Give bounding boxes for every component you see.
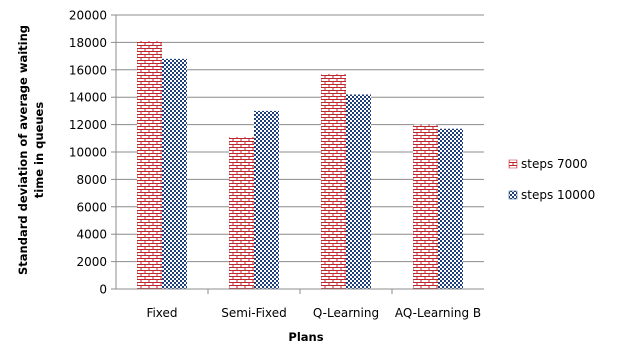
bar-checker-3 [438,128,463,289]
y-tick-label: 10000 [69,146,107,160]
x-tick-label: Semi-Fixed [221,306,286,320]
y-axis-title-line: Standard deviation of average waiting [16,25,30,275]
y-tick-labels: 0 2000 4000 6000 8000 10000 12000 14000 16000 180… [69,9,107,297]
x-tick-labels: Fixed Semi-Fixed Q-Learning AQ-Learning B [146,306,481,320]
x-axis-title: Plans [288,330,323,343]
x-tick-label: Q-Learning [313,306,379,320]
bar-brick-1 [229,136,254,289]
legend-label: steps 10000 [521,188,595,202]
x-tick-label: Fixed [146,306,177,320]
bar-checker-2 [346,94,371,290]
axes [115,15,484,294]
y-tick-label: 20000 [69,9,107,23]
y-tick-label: 12000 [69,118,107,132]
y-tick-label: 14000 [69,91,107,105]
legend: steps 7000 steps 10000 [508,157,595,202]
bar-brick-0 [137,41,162,289]
y-tick-label: 6000 [76,200,107,214]
bar-checker-1 [254,110,279,290]
bar-brick-2 [321,73,346,289]
y-tick-label: 4000 [76,228,107,242]
y-tick-label: 16000 [69,63,107,77]
legend-label: steps 7000 [521,157,588,171]
legend-swatch-checker [508,190,518,200]
y-axis-title-line: time in queues [32,102,46,199]
x-tick-label: AQ-Learning B [395,306,481,320]
y-tick-label: 0 [99,283,107,297]
bar-brick-3 [413,124,438,289]
bar-checker-0 [162,58,187,290]
y-tick-label: 18000 [69,36,107,50]
legend-swatch-brick [508,159,518,169]
y-axis-title: Standard deviation of average waiting tim… [16,25,46,275]
bars [137,41,463,290]
y-tick-label: 8000 [76,173,107,187]
y-tick-label: 2000 [76,255,107,269]
